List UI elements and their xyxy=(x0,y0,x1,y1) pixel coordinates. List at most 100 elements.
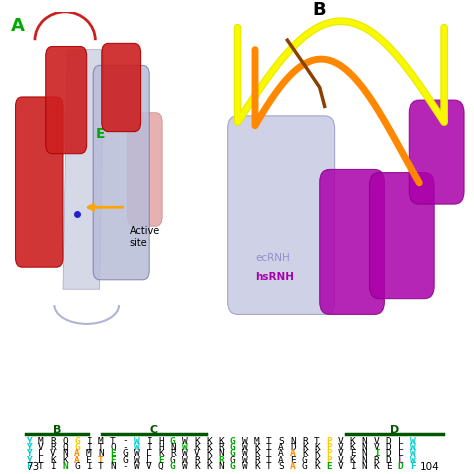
Text: K: K xyxy=(158,449,164,458)
Text: M: M xyxy=(86,449,92,458)
Text: L: L xyxy=(38,456,44,465)
Text: -: - xyxy=(122,437,128,446)
Text: P: P xyxy=(326,443,332,452)
Text: K: K xyxy=(218,437,224,446)
Text: T: T xyxy=(314,437,319,446)
Text: W: W xyxy=(182,437,188,446)
Text: R: R xyxy=(50,443,56,452)
Text: R: R xyxy=(50,437,56,446)
Text: T: T xyxy=(266,449,272,458)
Text: B: B xyxy=(53,425,61,435)
FancyBboxPatch shape xyxy=(102,44,141,132)
Text: V: V xyxy=(338,449,344,458)
Text: R: R xyxy=(170,449,176,458)
Text: T: T xyxy=(266,443,272,452)
Text: V: V xyxy=(374,437,380,446)
Text: V: V xyxy=(338,443,344,452)
Text: A: A xyxy=(278,449,283,458)
Text: V: V xyxy=(338,437,344,446)
Text: G: G xyxy=(170,437,176,446)
Text: D: D xyxy=(390,425,400,435)
Text: W: W xyxy=(182,443,188,452)
Text: K: K xyxy=(62,456,68,465)
Text: W: W xyxy=(134,437,140,446)
Text: G: G xyxy=(74,443,80,452)
Text: I: I xyxy=(350,463,356,471)
Text: K: K xyxy=(50,456,56,465)
Text: K: K xyxy=(254,449,260,458)
Text: T: T xyxy=(266,456,272,465)
Text: K: K xyxy=(350,456,356,465)
Text: D: D xyxy=(386,437,392,446)
Text: Y: Y xyxy=(26,437,32,446)
Text: Q: Q xyxy=(62,443,68,452)
Text: W: W xyxy=(182,456,188,465)
Text: G: G xyxy=(122,449,128,458)
Text: P: P xyxy=(326,456,332,465)
Text: 104: 104 xyxy=(419,462,439,472)
Text: M: M xyxy=(98,437,104,446)
Text: V: V xyxy=(194,449,200,458)
Text: G: G xyxy=(122,456,128,465)
FancyBboxPatch shape xyxy=(16,97,63,267)
Text: W: W xyxy=(410,449,416,458)
Text: V: V xyxy=(50,449,56,458)
Text: F: F xyxy=(86,456,92,465)
Text: K: K xyxy=(194,443,200,452)
Text: E: E xyxy=(95,127,105,141)
Text: G: G xyxy=(302,456,308,465)
Text: H: H xyxy=(158,443,164,452)
Text: K: K xyxy=(350,437,356,446)
Text: W: W xyxy=(182,463,188,471)
Text: R: R xyxy=(218,443,224,452)
Text: W: W xyxy=(134,443,140,452)
Text: N: N xyxy=(362,437,368,446)
Text: N: N xyxy=(362,463,368,471)
Text: V: V xyxy=(338,463,344,471)
Text: A: A xyxy=(11,17,25,35)
Text: D: D xyxy=(386,456,392,465)
Text: R: R xyxy=(254,456,260,465)
Text: L: L xyxy=(398,443,403,452)
Text: W: W xyxy=(134,449,140,458)
Text: N: N xyxy=(98,449,104,458)
Text: G: G xyxy=(74,463,80,471)
Text: W: W xyxy=(134,456,140,465)
Text: M: M xyxy=(254,437,260,446)
Text: E: E xyxy=(290,456,296,465)
Text: K: K xyxy=(206,449,212,458)
Text: A: A xyxy=(278,443,283,452)
Text: D: D xyxy=(386,443,392,452)
Text: R: R xyxy=(194,456,200,465)
Text: G: G xyxy=(74,437,80,446)
Text: T: T xyxy=(266,437,272,446)
Text: Q: Q xyxy=(158,463,164,471)
Text: F: F xyxy=(26,463,32,471)
Text: K: K xyxy=(374,463,380,471)
Text: G: G xyxy=(230,449,236,458)
Text: K: K xyxy=(314,443,319,452)
Text: S: S xyxy=(278,463,283,471)
Text: I: I xyxy=(146,443,152,452)
FancyBboxPatch shape xyxy=(93,65,149,280)
Text: V: V xyxy=(374,443,380,452)
Text: P: P xyxy=(326,437,332,446)
Text: K: K xyxy=(206,443,212,452)
Text: L: L xyxy=(38,449,44,458)
Text: K: K xyxy=(314,449,319,458)
Text: 73: 73 xyxy=(26,462,39,472)
Text: W: W xyxy=(242,437,248,446)
Text: B: B xyxy=(312,1,326,19)
Text: K: K xyxy=(314,456,319,465)
Text: R: R xyxy=(302,437,308,446)
Text: G: G xyxy=(170,456,176,465)
Text: W: W xyxy=(242,463,248,471)
Text: G: G xyxy=(230,437,236,446)
Text: T: T xyxy=(266,463,272,471)
Text: S: S xyxy=(278,437,283,446)
Text: N: N xyxy=(218,449,224,458)
Text: K: K xyxy=(302,443,308,452)
Text: E: E xyxy=(110,456,116,465)
Text: N: N xyxy=(362,443,368,452)
Text: Y: Y xyxy=(26,443,32,452)
